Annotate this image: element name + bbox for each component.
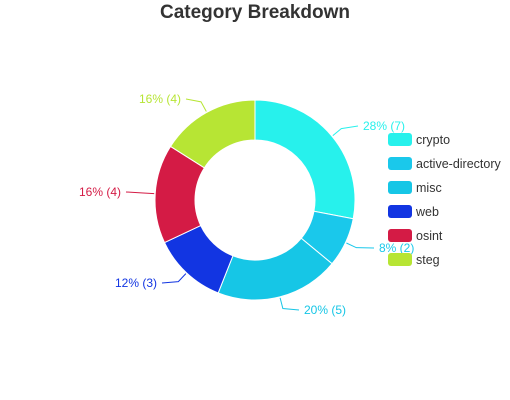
slice-crypto xyxy=(254,99,356,220)
leader-line-steg xyxy=(185,98,207,112)
legend-label-crypto: crypto xyxy=(416,133,450,147)
legend-label-misc: misc xyxy=(416,181,442,195)
donut-slices xyxy=(154,99,356,301)
legend-label-web: web xyxy=(415,205,439,219)
slice-label-active-directory: 8% (2) xyxy=(379,241,414,255)
leader-line-misc xyxy=(279,297,300,311)
leader-line-active-directory xyxy=(346,242,375,249)
legend-item-crypto[interactable]: crypto xyxy=(388,133,450,147)
leader-line-osint xyxy=(125,191,155,195)
legend-swatch-active-directory xyxy=(388,157,412,170)
legend-swatch-steg xyxy=(388,253,412,266)
legend-swatch-web xyxy=(388,205,412,218)
slice-label-misc: 20% (5) xyxy=(304,303,346,317)
slice-label-crypto: 28% (7) xyxy=(363,119,405,133)
slice-labels: 28% (7) 8% (2) 20% (5) 12% (3) 16% (4) 16% (4… xyxy=(79,92,414,317)
legend-label-active-directory: active-directory xyxy=(416,157,501,171)
legend-label-steg: steg xyxy=(416,253,440,267)
leader-line-crypto xyxy=(332,125,359,137)
legend-swatch-misc xyxy=(388,181,412,194)
legend-item-active-directory[interactable]: active-directory xyxy=(388,157,501,171)
legend-label-osint: osint xyxy=(416,229,443,243)
legend-item-misc[interactable]: misc xyxy=(388,181,442,195)
slice-label-web: 12% (3) xyxy=(115,276,157,290)
chart-legend: crypto active-directory misc web osint steg xyxy=(388,133,501,267)
legend-item-steg[interactable]: steg xyxy=(388,253,440,267)
slice-label-steg: 16% (4) xyxy=(139,92,181,106)
legend-swatch-osint xyxy=(388,229,412,242)
legend-item-osint[interactable]: osint xyxy=(388,229,443,243)
slice-label-osint: 16% (4) xyxy=(79,185,121,199)
slice-steg xyxy=(169,99,256,169)
chart-title: Category Breakdown xyxy=(160,2,350,23)
legend-item-web[interactable]: web xyxy=(388,205,439,219)
leader-line-web xyxy=(161,273,187,284)
legend-swatch-crypto xyxy=(388,133,412,146)
